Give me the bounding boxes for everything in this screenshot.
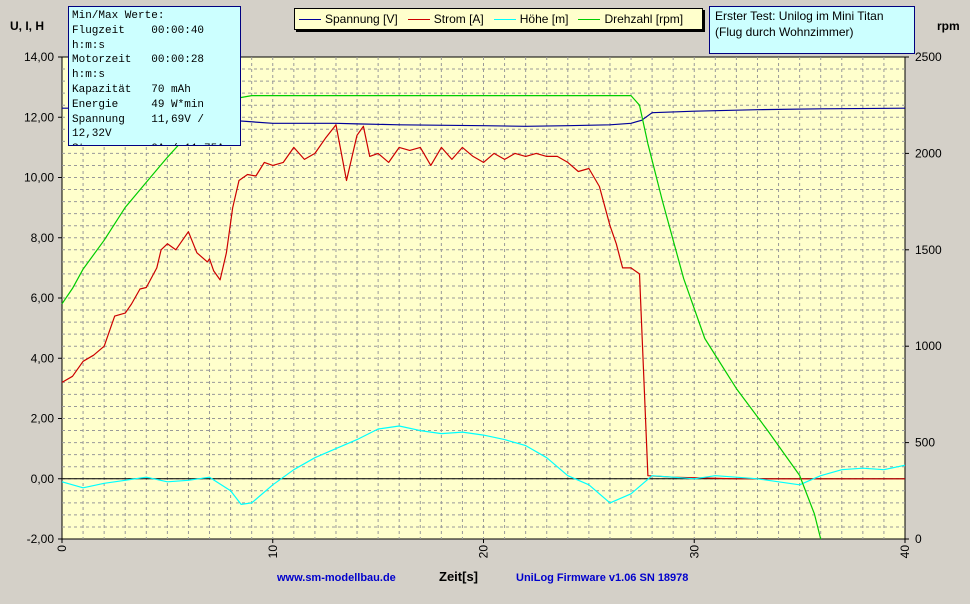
series-line-3 bbox=[61, 94, 822, 540]
info-line: Kapazität 70 mAh bbox=[72, 83, 191, 96]
website-link[interactable]: www.sm-modellbau.de bbox=[277, 572, 396, 584]
y2-tick-label: 1500 bbox=[915, 243, 942, 257]
series-line-1 bbox=[61, 124, 905, 480]
x-tick-label: 10 bbox=[266, 545, 280, 559]
legend-swatch bbox=[578, 18, 601, 20]
title-line-1: Erster Test: Unilog im Mini Titan bbox=[715, 9, 884, 23]
legend-swatch bbox=[407, 18, 430, 20]
legend-swatch bbox=[299, 18, 321, 20]
x-tick-label: 40 bbox=[898, 545, 912, 559]
legend-label: Drehzahl [rpm] bbox=[604, 12, 684, 26]
y-tick-label: 10,00 bbox=[24, 171, 54, 185]
info-line: 12,32V bbox=[72, 128, 112, 141]
y2-tick-label: 2500 bbox=[915, 50, 942, 64]
legend-item: Strom [A] bbox=[407, 12, 484, 26]
y-tick-label: 6,00 bbox=[31, 291, 55, 305]
info-line: h:m:s bbox=[72, 69, 106, 82]
info-line: Min/Max Werte: bbox=[72, 10, 165, 22]
y2-tick-label: 2000 bbox=[915, 146, 942, 160]
y-axis-title: U, I, H bbox=[10, 19, 45, 33]
grid-lines bbox=[62, 57, 905, 539]
legend-label: Höhe [m] bbox=[519, 12, 569, 26]
min-max-info-box: Min/Max Werte: Flugzeit 00:00:40 h:m:s Moto… bbox=[68, 6, 241, 146]
y-tick-label: 4,00 bbox=[31, 351, 55, 365]
legend-label: Strom [A] bbox=[433, 12, 484, 26]
info-line: Flugzeit 00:00:40 bbox=[72, 24, 205, 37]
y-tick-label: 8,00 bbox=[31, 231, 55, 245]
x-tick-label: 0 bbox=[55, 545, 69, 552]
y2-tick-label: 1000 bbox=[915, 339, 942, 353]
chart-title-box: Erster Test: Unilog im Mini Titan (Flug … bbox=[709, 6, 915, 54]
y2-axis-title: rpm bbox=[937, 19, 960, 33]
firmware-label: UniLog Firmware v1.06 SN 18978 bbox=[516, 572, 689, 584]
y-tick-label: -2,00 bbox=[27, 532, 55, 546]
legend-item: Drehzahl [rpm] bbox=[578, 12, 683, 26]
y-tick-label: 14,00 bbox=[24, 50, 54, 64]
series-line-2 bbox=[61, 425, 906, 505]
title-line-2: (Flug durch Wohnzimmer) bbox=[715, 25, 854, 39]
y2-tick-label: 500 bbox=[915, 436, 935, 450]
info-line: Energie 49 W*min bbox=[72, 98, 205, 111]
axis-ticks: -2,00 0,00 2,00 4,00 6,00 8,00 10,00 12,00 14,00… bbox=[24, 50, 942, 558]
x-tick-label: 20 bbox=[477, 545, 491, 559]
x-tick-label: 30 bbox=[687, 545, 701, 559]
y-tick-label: 12,00 bbox=[24, 110, 54, 124]
x-axis-title: Zeit[s] bbox=[439, 569, 478, 584]
info-line: h:m:s bbox=[72, 39, 106, 52]
y2-tick-label: 0 bbox=[915, 532, 922, 546]
legend: Spannung [V] Strom [A] Höhe [m] Drehzahl [r… bbox=[294, 8, 703, 30]
legend-item: Spannung [V] bbox=[299, 12, 398, 26]
legend-label: Spannung [V] bbox=[325, 12, 398, 26]
info-line: Spannung 11,69V / bbox=[72, 113, 205, 126]
info-line: Motorzeit 00:00:28 bbox=[72, 54, 205, 67]
y-tick-label: 2,00 bbox=[31, 412, 55, 426]
y-tick-label: 0,00 bbox=[31, 472, 55, 486]
legend-swatch bbox=[493, 18, 516, 20]
info-line: Strom 0A / 11,75A bbox=[72, 142, 237, 145]
legend-item: Höhe [m] bbox=[493, 12, 569, 26]
